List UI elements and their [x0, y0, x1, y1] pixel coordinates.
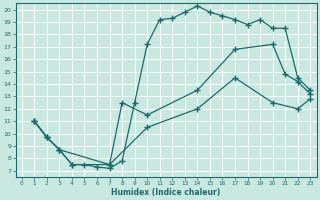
X-axis label: Humidex (Indice chaleur): Humidex (Indice chaleur) [111, 188, 221, 197]
